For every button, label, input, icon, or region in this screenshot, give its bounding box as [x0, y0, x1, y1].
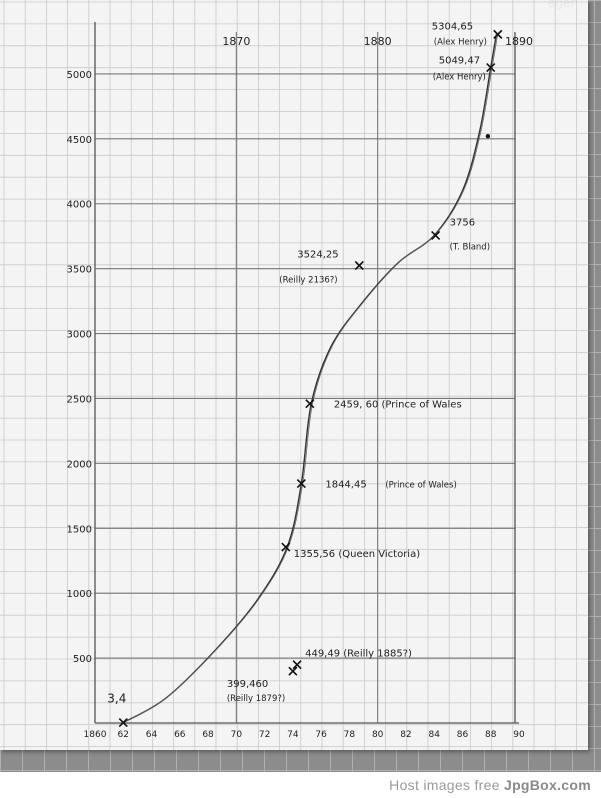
x-tick-label: 66	[174, 730, 186, 740]
point-marker	[281, 542, 291, 552]
footer-bar: Host images free JpgBox.com	[0, 772, 601, 798]
x-tick-label: 72	[259, 730, 270, 740]
hand-drawn-chart: 1860 62 64 66 68 70 72 74 76 78 80 82 84 86 88 90 1870 1…	[0, 0, 588, 750]
point-label: 2459, 60 (Prince of Wales	[334, 400, 462, 411]
x-tick-label: 88	[485, 730, 497, 740]
point-marker	[354, 260, 364, 271]
point-label: 3524,25	[297, 250, 338, 261]
data-points: 3,4 399,460 (Reilly 1879?) 449,49 (Reilly 1…	[107, 21, 503, 728]
y-tick-label: 1000	[67, 589, 92, 600]
y-tick-label: 2000	[67, 459, 92, 470]
y-tick-labels: 500 1000 1500 2000 2500 3000 3500 4000 4500 5000	[67, 70, 92, 665]
point-note: (Reilly 2136?)	[279, 276, 337, 286]
point-marker	[292, 660, 302, 670]
y-tick-label: 3500	[67, 265, 92, 276]
x-tick-label: 1860	[84, 730, 107, 740]
top-year-label: 1890	[505, 35, 533, 48]
x-tick-label: 86	[457, 730, 469, 740]
top-year-label: 1880	[364, 35, 392, 48]
x-tick-label: 82	[400, 730, 411, 740]
point-label: 449,49 (Reilly 1885?)	[305, 649, 412, 660]
x-tick-label: 74	[287, 730, 299, 740]
point-note: (Alex Henry)	[434, 37, 487, 47]
y-tick-label: 4500	[67, 135, 92, 146]
footer-brand: JpgBox.com	[503, 777, 591, 793]
axes	[94, 22, 519, 724]
y-tick-label: 1500	[67, 524, 92, 535]
point-marker	[486, 62, 496, 73]
x-tick-label: 76	[315, 730, 327, 740]
y-tick-label: 500	[73, 654, 92, 665]
point-label: 5049,47	[439, 56, 480, 67]
point-note: (Prince of Wales)	[385, 481, 456, 491]
point-marker	[118, 717, 128, 728]
point-marker	[485, 134, 491, 139]
top-year-labels: 1870 1880 1890	[222, 35, 533, 48]
x-tick-label: 62	[118, 730, 129, 740]
minor-grid	[0, 0, 588, 750]
corner-text: ager	[548, 0, 576, 10]
footer-prefix: Host images free	[389, 777, 504, 793]
y-tick-label: 3000	[67, 330, 92, 341]
point-note: (Reilly 1879?)	[227, 694, 285, 704]
x-tick-label: 70	[231, 730, 243, 740]
curve-line	[122, 34, 498, 724]
top-year-label: 1870	[222, 35, 250, 48]
y-tick-label: 5000	[67, 70, 92, 81]
y-tick-label: 4000	[67, 200, 92, 211]
growth-curve	[122, 33, 499, 724]
point-marker	[431, 230, 441, 240]
point-label: 5304,65	[432, 21, 473, 32]
point-marker	[288, 666, 298, 676]
x-tick-label: 78	[344, 730, 356, 740]
y-tick-label: 2500	[67, 394, 92, 405]
point-label: 1355,56 (Queen Victoria)	[294, 549, 420, 560]
point-label: 1844,45	[325, 480, 366, 491]
x-tick-labels: 1860 62 64 66 68 70 72 74 76 78 80 82 84 86 88 90	[84, 730, 525, 740]
x-tick-label: 68	[202, 730, 214, 740]
curve-line-secondary	[124, 33, 499, 722]
x-tick-label: 90	[513, 730, 525, 740]
point-note: (Alex Henry)	[433, 73, 486, 83]
point-note: (T. Bland)	[450, 242, 490, 252]
point-label: 399,460	[227, 679, 268, 690]
graph-paper: ager	[0, 0, 588, 750]
x-tick-label: 80	[372, 730, 384, 740]
point-marker	[305, 399, 315, 409]
x-tick-label: 84	[428, 730, 440, 740]
x-tick-label: 64	[146, 730, 158, 740]
point-marker	[493, 29, 503, 39]
major-grid	[95, 32, 515, 723]
point-marker	[296, 478, 306, 489]
point-label: 3756	[450, 217, 475, 228]
point-label: 3,4	[107, 692, 126, 706]
footer-credit[interactable]: Host images free JpgBox.com	[389, 777, 591, 793]
